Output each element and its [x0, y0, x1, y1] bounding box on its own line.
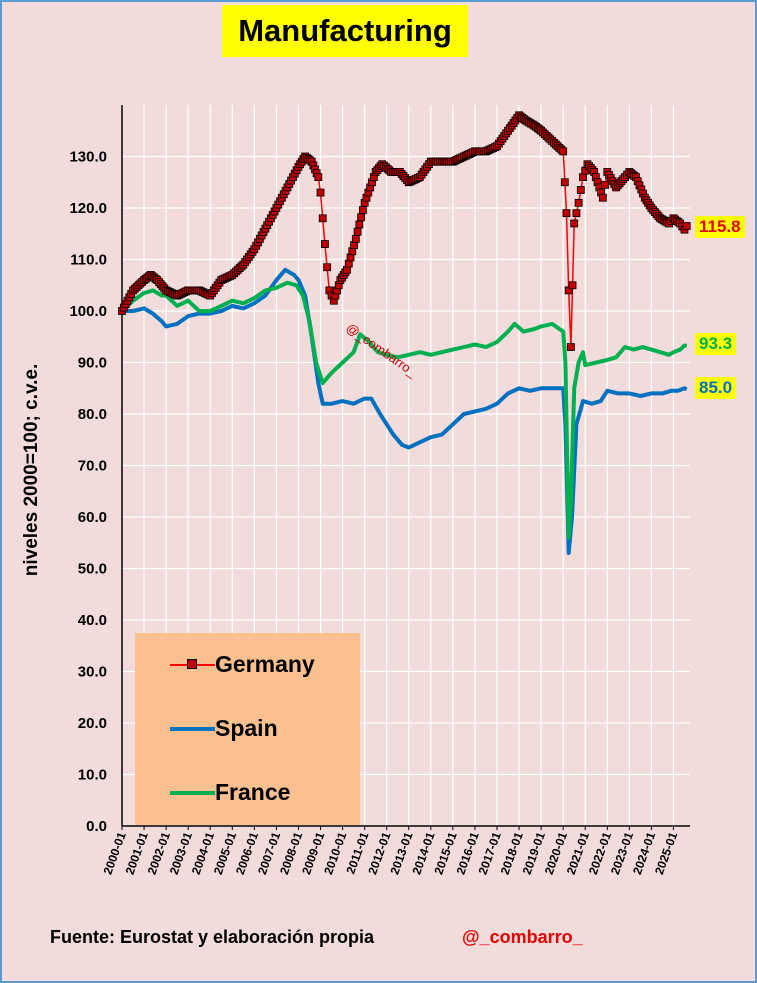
- y-tick-label: 0.0: [86, 818, 107, 835]
- end-label-spain: 85.0: [695, 377, 737, 399]
- marker-germany: [598, 193, 607, 202]
- y-tick-label: 60.0: [78, 509, 107, 526]
- y-tick-label: 40.0: [78, 612, 107, 629]
- legend-label-spain: Spain: [215, 715, 278, 741]
- y-tick-label: 90.0: [78, 355, 107, 372]
- marker-germany: [318, 214, 327, 223]
- legend-swatch-spain: [170, 719, 215, 739]
- legend-swatch-germany: [170, 655, 215, 675]
- marker-germany: [323, 263, 332, 272]
- marker-germany: [576, 186, 585, 194]
- y-tick-label: 110.0: [70, 252, 107, 269]
- y-axis-label: niveles 2000=100; c.v.e.: [21, 363, 42, 577]
- marker-germany: [355, 220, 364, 229]
- footer-handle: @_combarro_: [462, 927, 583, 947]
- marker-germany: [358, 206, 367, 214]
- y-tick-label: 50.0: [78, 561, 107, 578]
- marker-germany: [572, 209, 581, 218]
- legend-label-germany: Germany: [215, 651, 315, 677]
- marker-germany: [560, 178, 569, 187]
- legend-item-france: France: [170, 779, 290, 806]
- y-tick-label: 80.0: [78, 406, 107, 423]
- end-label-germany: 115.8: [695, 216, 745, 238]
- legend-item-spain: Spain: [170, 715, 278, 742]
- y-tick-label: 20.0: [78, 715, 107, 732]
- series-line-france: [120, 280, 688, 540]
- marker-germany: [314, 173, 323, 182]
- marker-germany: [568, 281, 577, 290]
- end-label-france: 93.3: [695, 333, 737, 355]
- y-tick-label: 100.0: [69, 303, 107, 320]
- marker-germany: [559, 147, 568, 156]
- y-tick-label: 30.0: [78, 664, 107, 681]
- series-line-spain: [122, 267, 688, 555]
- legend-item-germany: Germany: [170, 651, 315, 678]
- legend-swatch-france: [170, 783, 215, 803]
- marker-germany: [357, 213, 366, 222]
- legend: Germany Spain France: [135, 633, 360, 825]
- y-tick-label: 130.0: [69, 149, 107, 166]
- marker-germany: [351, 234, 360, 243]
- y-tick-label: 10.0: [78, 767, 107, 784]
- footer-source: Fuente: Eurostat y elaboración propia: [50, 927, 375, 947]
- marker-germany: [579, 173, 587, 182]
- marker-germany: [601, 180, 609, 189]
- marker-germany: [321, 240, 329, 248]
- chart-title: Manufacturing: [222, 5, 468, 57]
- marker-germany: [574, 198, 583, 207]
- marker-germany: [562, 209, 571, 218]
- marker-germany: [566, 343, 575, 351]
- y-tick-label: 70.0: [78, 458, 107, 475]
- y-tick-label: 120.0: [69, 200, 107, 217]
- marker-germany: [682, 222, 691, 230]
- marker-germany: [570, 219, 579, 228]
- marker-germany: [353, 227, 362, 236]
- marker-germany: [316, 188, 325, 197]
- legend-label-france: France: [215, 779, 291, 805]
